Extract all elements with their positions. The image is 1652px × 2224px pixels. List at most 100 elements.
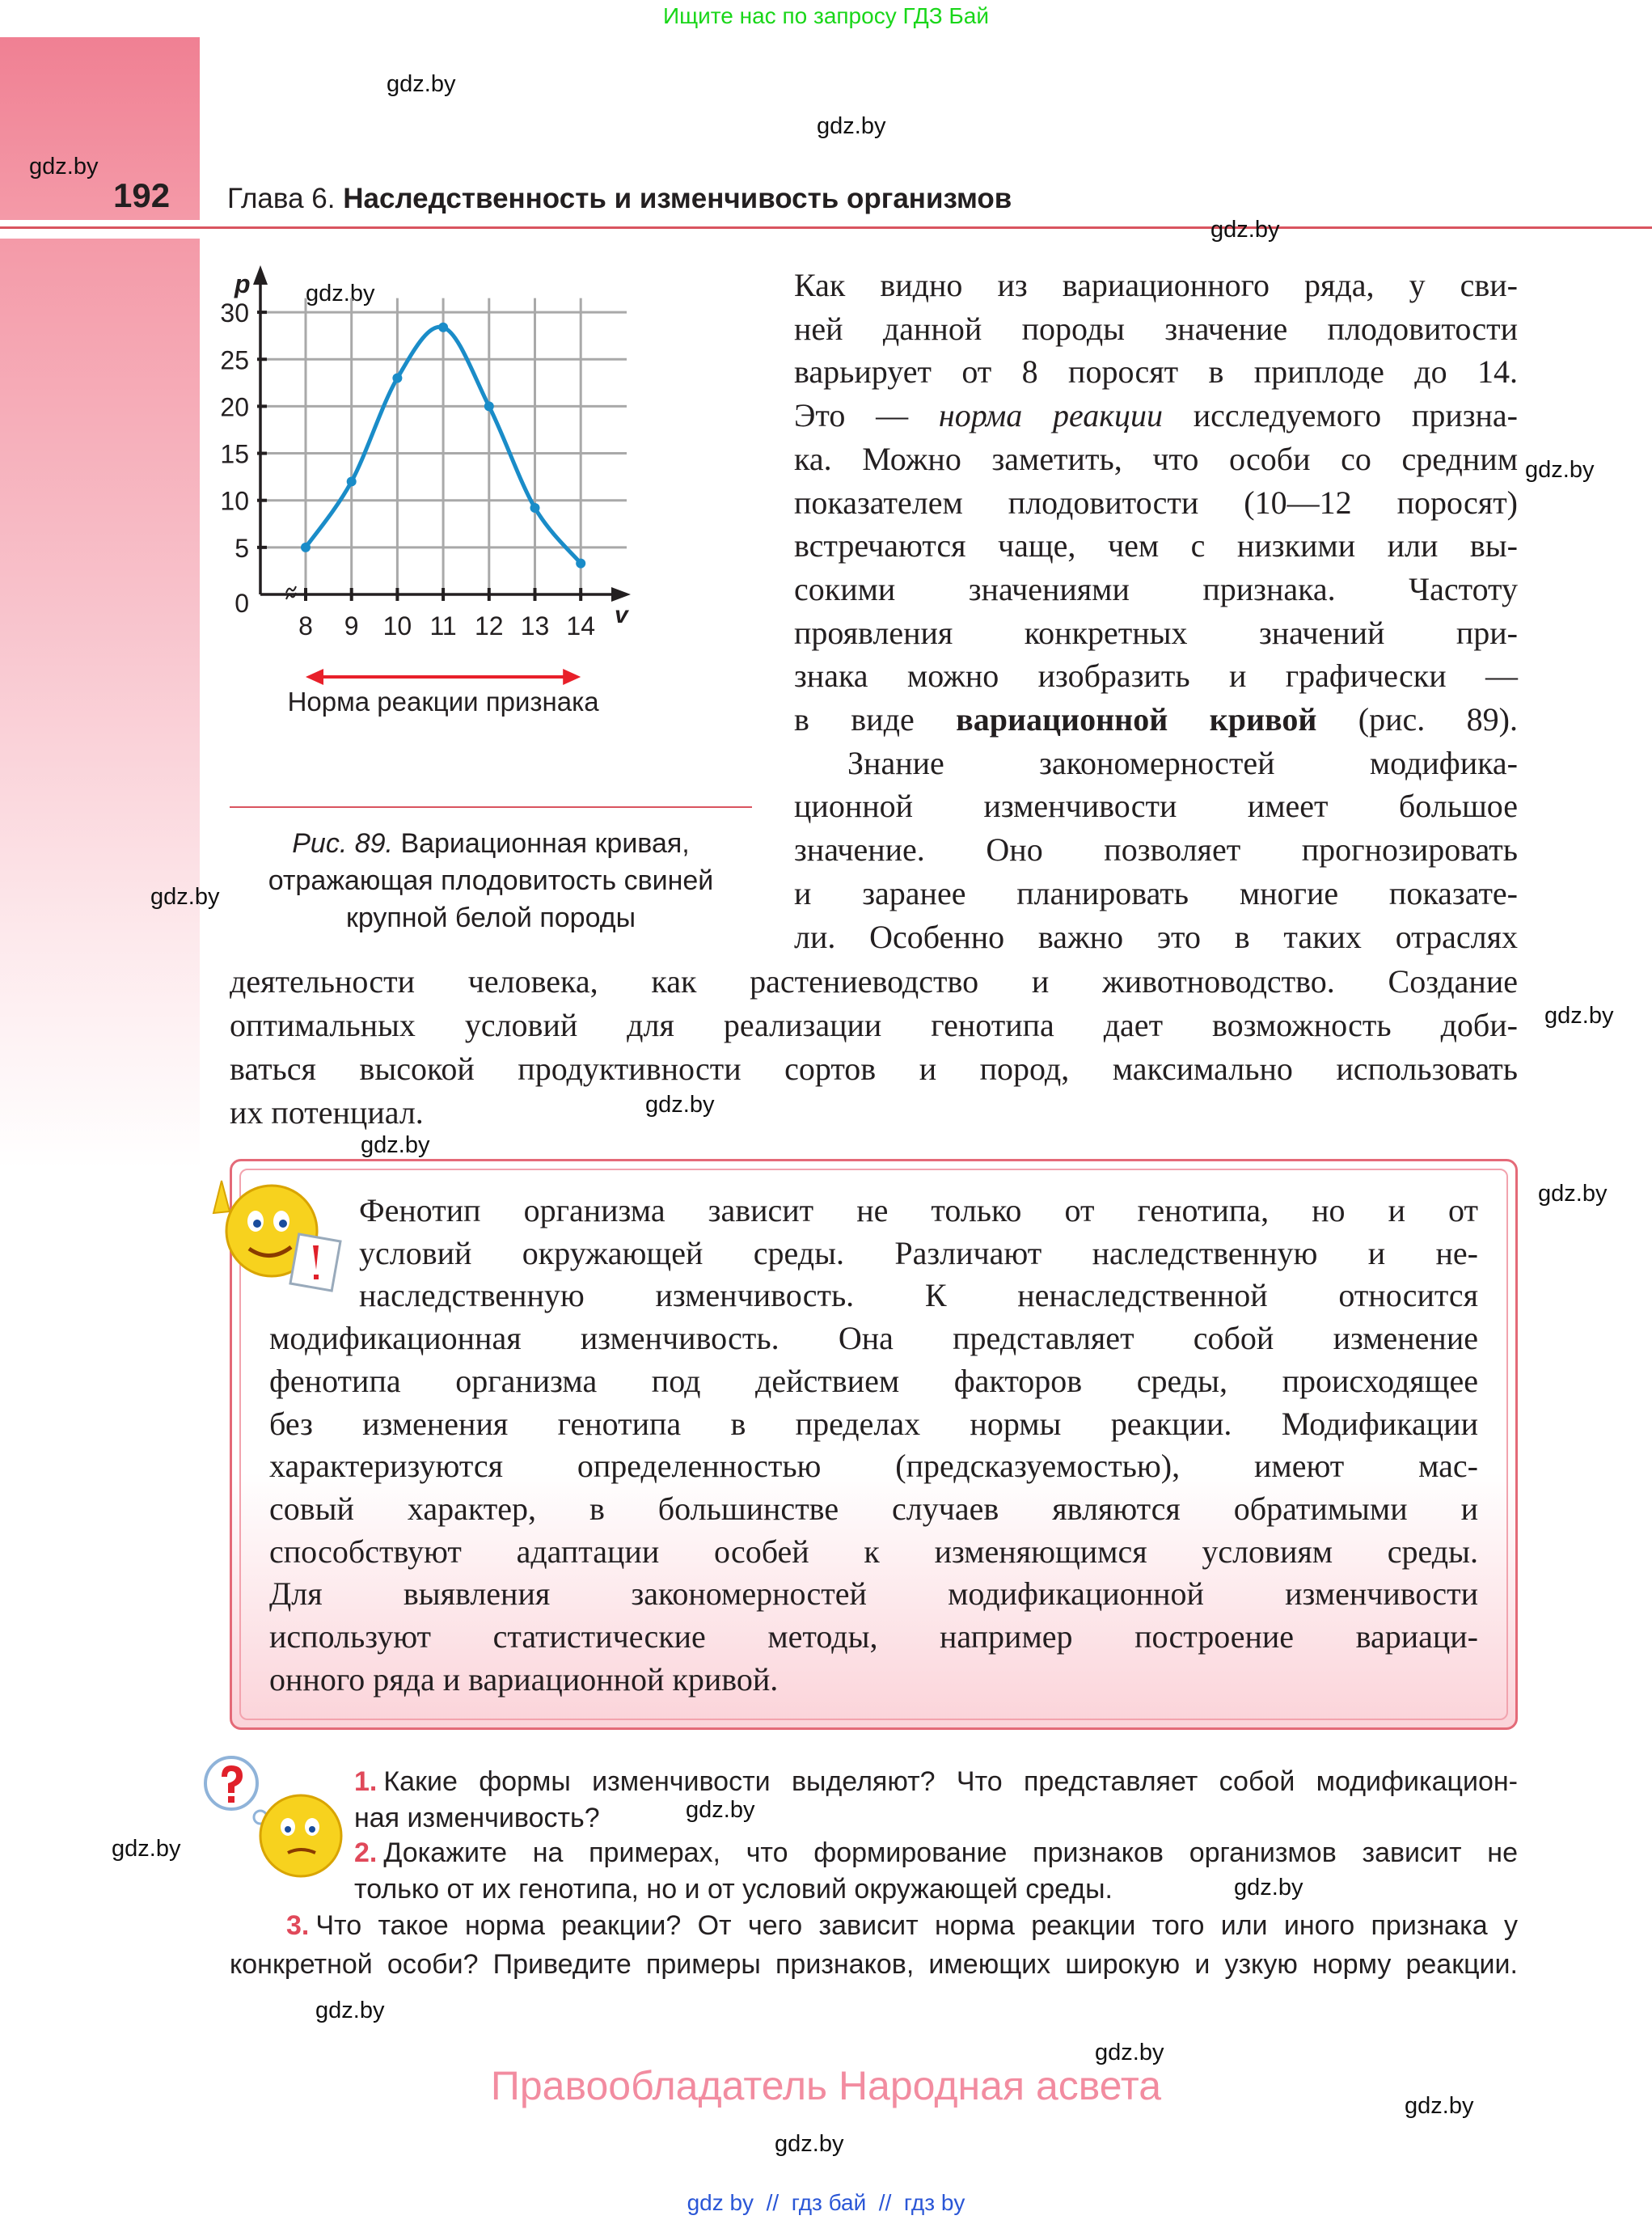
variation-curve-chart: 8 9 10 11 12 13 14 0 5 10 15 20 25 30p v Норма реакции … <box>220 265 631 717</box>
question-line: ная изменчивость? <box>354 1799 1518 1837</box>
y-tick-label: 0 <box>234 589 249 618</box>
header-rule <box>0 226 1652 229</box>
watermark: gdz.by <box>1538 1181 1608 1207</box>
watermark: gdz.by <box>315 1998 385 2023</box>
text-segment: знака можно изобразить и графически — <box>794 657 1518 695</box>
data-point <box>438 322 449 332</box>
question-line: 1. Какие формы изменчивости выделяют? Что… <box>354 1763 1518 1800</box>
data-point <box>346 476 357 487</box>
question-text: Докажите на примерах, что формирование п… <box>383 1837 1518 1868</box>
watermark: gdz.by <box>29 154 99 180</box>
watermark: gdz.by <box>1405 2093 1474 2119</box>
watermark: gdz.by <box>361 1132 430 1158</box>
text-line: и заранее планировать многие показате- <box>794 872 1518 915</box>
page-number: 192 <box>113 176 171 214</box>
chapter-prefix: Глава 6. <box>227 183 336 214</box>
text-line: способствуют адаптации особей к изменяющ… <box>269 1533 1478 1570</box>
watermark: gdz.by <box>150 884 220 910</box>
x-axis-label: v <box>615 602 630 628</box>
text-line: без изменения генотипа в пределах нормы … <box>269 1405 1478 1442</box>
y-axis-label: p <box>234 269 251 298</box>
text-line: наследственную изменчивость. К ненаследс… <box>359 1277 1478 1314</box>
text-line: ли. Особенно важно это в таких отраслях <box>794 915 1518 959</box>
chapter-title: Наследственность и изменчивость организм… <box>343 183 1012 214</box>
text-line: ваться высокой продуктивности сортов и п… <box>230 1051 1518 1087</box>
watermark: gdz.by <box>645 1092 715 1118</box>
text-line: совый характер, в большинстве случаев яв… <box>269 1490 1478 1527</box>
watermark: gdz.by <box>1095 2040 1164 2065</box>
question-text: Что такое норма реакции? От чего зависит… <box>315 1910 1518 1941</box>
search-banner[interactable]: Ищите нас по запросу ГДЗ Бай <box>662 3 990 28</box>
text-line: модификационная изменчивость. Она предст… <box>269 1320 1478 1357</box>
text-segment: Знание закономерностей модифика- <box>847 744 1518 781</box>
text-segment: Это — <box>794 397 939 434</box>
text-segment: проявления конкретных значений при- <box>794 614 1518 651</box>
text-line: условий окружающей среды. Различают насл… <box>359 1234 1478 1271</box>
text-line: используют статистические методы, наприм… <box>269 1618 1478 1655</box>
text-line: Как видно из вариационного ряда, у сви- <box>794 264 1518 307</box>
text-line: знака можно изобразить и графически — <box>794 654 1518 698</box>
text-line: Фенотип организма зависит не только от г… <box>359 1192 1478 1228</box>
text-line: проявления конкретных значений при- <box>794 611 1518 655</box>
x-tick-label: 13 <box>521 611 550 641</box>
question-number: 3. <box>286 1910 310 1941</box>
caption-rule <box>230 806 752 808</box>
watermark: gdz.by <box>1525 457 1595 483</box>
arrow-head-left <box>306 669 323 685</box>
reaction-norm-label: Норма реакции признака <box>288 687 600 717</box>
question-text: Какие формы изменчивости выделяют? Что п… <box>383 1766 1518 1797</box>
text-line: характеризуются определенностью (предска… <box>269 1448 1478 1485</box>
caption-line: отражающая плодовитость свиней <box>268 865 714 896</box>
y-tick-label: 15 <box>220 440 249 469</box>
x-axis-arrow <box>611 587 631 602</box>
text-segment: встречаются чаще, чем с низкими или вы- <box>794 527 1518 564</box>
text-line: фенотипа организма под действием факторо… <box>269 1362 1478 1399</box>
data-point <box>484 401 494 412</box>
y-axis-arrow <box>253 265 268 285</box>
text-segment: исследуемого призна- <box>1162 397 1519 434</box>
text-line: значение. Оно позволяет прогнозировать <box>794 828 1518 872</box>
term-bold: вариационной кривой <box>956 701 1317 738</box>
text-line: их потенциал. <box>230 1094 424 1131</box>
arrow-head-right <box>563 669 581 685</box>
text-line: онного ряда и вариационной кривой. <box>269 1660 779 1698</box>
question-smiley-icon <box>204 1756 343 1878</box>
text-segment: ней данной породы значение плодовитости <box>794 310 1518 347</box>
watermark: gdz.by <box>112 1836 181 1862</box>
text-segment: показателем плодовитости (10—12 поросят) <box>794 484 1518 521</box>
highlight-box-inner-border <box>239 1169 1508 1720</box>
text-segment: в виде <box>794 701 957 738</box>
y-tick-label: 10 <box>220 487 249 516</box>
text-line: ней данной породы значение плодовитости <box>794 307 1518 351</box>
text-segment: варьирует от 8 поросят в приплоде до 14. <box>794 353 1518 391</box>
highlight-box <box>230 1159 1518 1730</box>
question-line: 2. Докажите на примерах, что формирование… <box>354 1834 1518 1871</box>
smiley-exclamation-icon <box>212 1180 342 1292</box>
watermark: gdz.by <box>686 1797 755 1823</box>
text-segment: (рис. 89). <box>1316 701 1518 738</box>
text-line: Для выявления закономерностей модификаци… <box>269 1575 1478 1613</box>
page-color-band <box>0 37 200 220</box>
x-tick-label: 11 <box>429 611 456 641</box>
text-segment: ли. Особенно важно это в таких отраслях <box>794 918 1518 955</box>
watermark: gdz.by <box>817 113 886 139</box>
data-point <box>530 503 540 514</box>
text-line: варьирует от 8 поросят в приплоде до 14. <box>794 350 1518 394</box>
y-tick-label: 5 <box>234 534 249 563</box>
text-line: в виде вариационной кривой (рис. 89). <box>794 698 1518 742</box>
text-line: показателем плодовитости (10—12 поросят) <box>794 481 1518 525</box>
text-segment: Как видно из вариационного ряда, у сви- <box>794 267 1518 303</box>
data-point <box>576 558 586 569</box>
question-line: только от их генотипа, но и от условий о… <box>354 1871 1518 1908</box>
text-line: Это — норма реакции исследуемого призна- <box>794 394 1518 438</box>
x-tick-label: 12 <box>475 611 504 641</box>
watermark: gdz.by <box>775 2131 844 2157</box>
x-tick-label: 8 <box>298 611 313 641</box>
text-line: ционной изменчивости имеет большое <box>794 784 1518 828</box>
data-point <box>301 542 311 552</box>
footer-links[interactable]: gdz by // гдз бай // гдз by <box>687 2190 965 2215</box>
caption-label: Рис. 89. <box>292 828 393 859</box>
chapter-heading: Глава 6. Наследственность и изменчивость… <box>227 183 1012 215</box>
text-segment: сокими значениями признака. Частоту <box>794 570 1518 607</box>
y-tick-label: 20 <box>220 392 249 421</box>
